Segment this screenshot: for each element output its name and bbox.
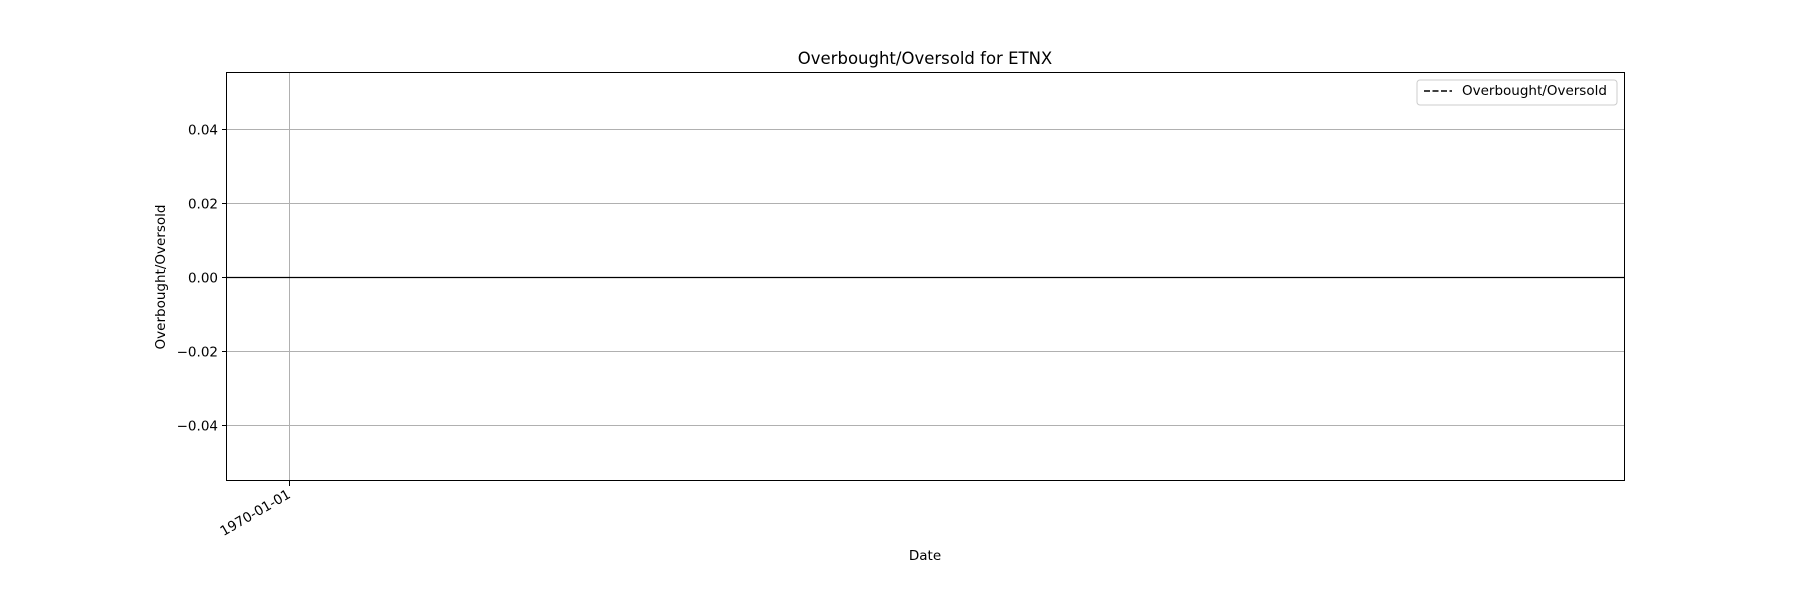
y-tick-label: −0.02 [177, 345, 218, 361]
legend-label: Overbought/Oversold [1462, 83, 1607, 99]
legend-box [1416, 79, 1618, 106]
plot-area-frame [226, 72, 1625, 481]
y-axis-label: Overbought/Oversold [153, 205, 169, 350]
x-axis-label: Date [909, 548, 941, 564]
y-axis: 0.04 0.02 0.00 −0.02 −0.04 [177, 123, 227, 435]
y-tick-label: 0.00 [188, 271, 218, 287]
chart-title: Overbought/Oversold for ETNX [798, 49, 1052, 68]
legend: Overbought/Oversold [1416, 79, 1618, 106]
y-tick-label: 0.04 [188, 123, 218, 139]
y-tick-label: 0.02 [188, 197, 218, 213]
y-tick-label: −0.04 [177, 419, 218, 435]
